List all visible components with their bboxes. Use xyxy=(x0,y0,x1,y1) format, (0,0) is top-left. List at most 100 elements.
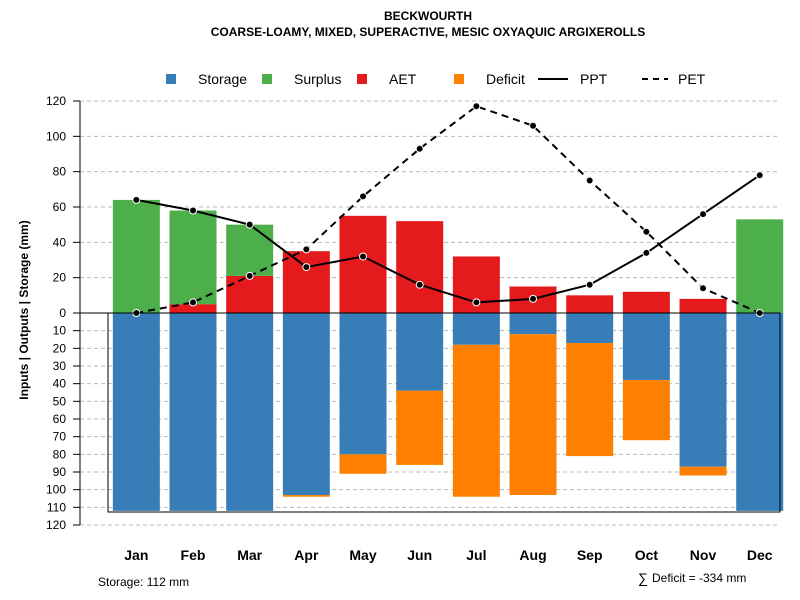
y-tick-label: 60 xyxy=(53,200,67,214)
lower-bars xyxy=(112,313,784,511)
point-ppt xyxy=(132,195,141,204)
point-pet xyxy=(585,176,594,185)
point-ppt xyxy=(302,263,311,272)
point-pet xyxy=(359,192,368,201)
legend: Storage Surplus AET Deficit PPT PET xyxy=(166,71,706,87)
bar-aet xyxy=(566,295,614,313)
point-ppt xyxy=(245,220,254,229)
chart-subtitle: COARSE-LOAMY, MIXED, SUPERACTIVE, MESIC … xyxy=(211,25,646,39)
x-tick-label: Feb xyxy=(181,547,206,563)
bar-storage xyxy=(112,313,160,511)
legend-label-deficit: Deficit xyxy=(486,71,525,87)
point-ppt xyxy=(529,294,538,303)
bar-surplus xyxy=(226,224,274,276)
y-tick-label: 120 xyxy=(46,518,66,532)
legend-label-ppt: PPT xyxy=(580,71,608,87)
point-ppt xyxy=(755,171,764,180)
bar-deficit xyxy=(452,344,500,497)
legend-swatch-surplus xyxy=(262,74,272,84)
legend-label-pet: PET xyxy=(678,71,706,87)
legend-label-surplus: Surplus xyxy=(294,71,341,87)
bar-storage xyxy=(679,313,727,467)
y-tick-label: 90 xyxy=(53,465,67,479)
y-tick-label: 20 xyxy=(53,271,67,285)
x-tick-label: Sep xyxy=(577,547,603,563)
point-pet xyxy=(189,298,198,307)
point-pet xyxy=(529,121,538,130)
legend-swatch-aet xyxy=(357,74,367,84)
y-tick-label: 120 xyxy=(46,94,66,108)
point-ppt xyxy=(359,252,368,261)
line-pet xyxy=(136,105,761,314)
x-tick-label: Nov xyxy=(690,547,717,563)
bar-surplus xyxy=(112,199,160,313)
point-pet xyxy=(699,284,708,293)
axes: 0 20 40 60 80 100 120 10 20 30 40 50 60 70 80 90 100 110 1… xyxy=(46,94,780,563)
x-tick-label: Jun xyxy=(407,547,432,563)
x-tick-label: Dec xyxy=(747,547,773,563)
point-pet xyxy=(472,102,481,111)
bar-storage xyxy=(736,313,784,511)
point-ppt xyxy=(585,280,594,289)
bar-deficit xyxy=(509,334,557,495)
x-tick-label: Jul xyxy=(466,547,486,563)
legend-swatch-deficit xyxy=(454,74,464,84)
bar-storage xyxy=(452,313,500,345)
bar-deficit xyxy=(396,390,444,465)
y-tick-label: 0 xyxy=(59,306,66,320)
x-tick-label: Apr xyxy=(294,547,319,563)
series-lines xyxy=(132,102,764,317)
point-pet xyxy=(415,144,424,153)
chart-title: BECKWOURTH xyxy=(384,9,472,23)
y-tick-label: 110 xyxy=(47,500,66,514)
bar-storage xyxy=(169,313,217,511)
bar-storage xyxy=(282,313,330,495)
bar-aet xyxy=(679,298,727,313)
bar-deficit xyxy=(566,343,614,457)
line-ppt xyxy=(136,174,761,304)
y-tick-label: 80 xyxy=(53,165,67,179)
bar-storage xyxy=(566,313,614,344)
bar-deficit xyxy=(282,494,330,497)
y-tick-label: 100 xyxy=(46,129,66,143)
storage-annotation: Storage: 112 mm xyxy=(98,575,189,589)
x-tick-label: Oct xyxy=(635,547,659,563)
bar-storage xyxy=(622,313,670,381)
point-ppt xyxy=(642,248,651,257)
legend-label-aet: AET xyxy=(389,71,417,87)
point-pet xyxy=(302,245,311,254)
point-ppt xyxy=(699,210,708,219)
sigma-icon: ∑ xyxy=(638,570,648,586)
point-ppt xyxy=(415,280,424,289)
bar-storage xyxy=(396,313,444,391)
legend-swatch-storage xyxy=(166,74,176,84)
x-tick-label: May xyxy=(349,547,376,563)
bar-deficit xyxy=(622,380,670,441)
deficit-annotation: Deficit = -334 mm xyxy=(652,571,746,585)
point-ppt xyxy=(472,298,481,307)
x-tick-label: Mar xyxy=(237,547,262,563)
y-tick-label: 80 xyxy=(53,447,67,461)
legend-label-storage: Storage xyxy=(198,71,247,87)
bar-deficit xyxy=(679,466,727,476)
x-tick-label: Aug xyxy=(519,547,546,563)
bar-aet xyxy=(622,291,670,313)
bar-surplus xyxy=(736,219,784,313)
y-tick-label: 30 xyxy=(53,359,67,373)
y-tick-label: 20 xyxy=(53,341,67,355)
y-tick-label: 70 xyxy=(53,430,67,444)
bar-storage xyxy=(339,313,387,455)
upper-bars xyxy=(112,199,784,313)
y-axis-label: Inputs | Outputs | Storage (mm) xyxy=(17,220,31,399)
bar-aet xyxy=(396,221,444,313)
y-tick-label: 100 xyxy=(46,483,66,497)
y-tick-label: 10 xyxy=(53,324,67,338)
point-pet xyxy=(642,227,651,236)
bar-deficit xyxy=(339,454,387,474)
y-tick-label: 60 xyxy=(53,412,67,426)
bar-aet xyxy=(226,275,274,313)
y-tick-label: 40 xyxy=(53,377,67,391)
bar-aet xyxy=(282,251,330,313)
bar-storage xyxy=(226,313,274,511)
